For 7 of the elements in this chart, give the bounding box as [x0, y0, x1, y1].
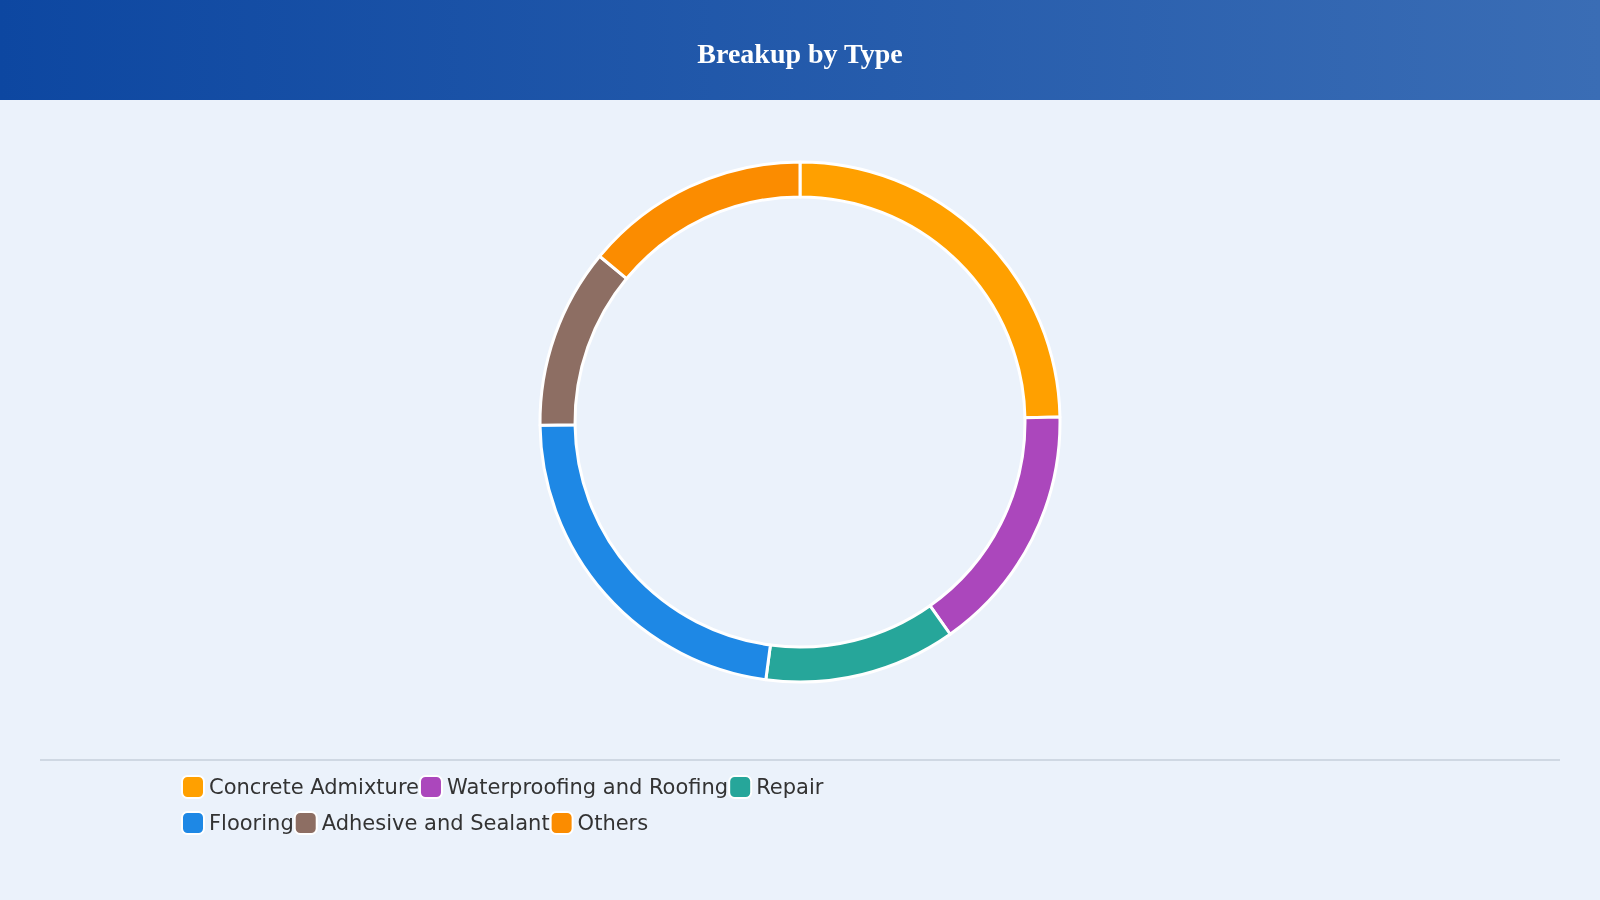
legend-label: Waterproofing and Roofing — [446, 775, 729, 799]
legend-label: Adhesive and Sealant — [321, 811, 550, 835]
legend-label: Others — [577, 811, 649, 835]
chart-title: Breakup by Type — [697, 37, 903, 69]
legend-label: Flooring — [209, 811, 294, 835]
legend-label: Concrete Admixture — [209, 775, 419, 799]
legend-label: Repair — [756, 775, 824, 799]
